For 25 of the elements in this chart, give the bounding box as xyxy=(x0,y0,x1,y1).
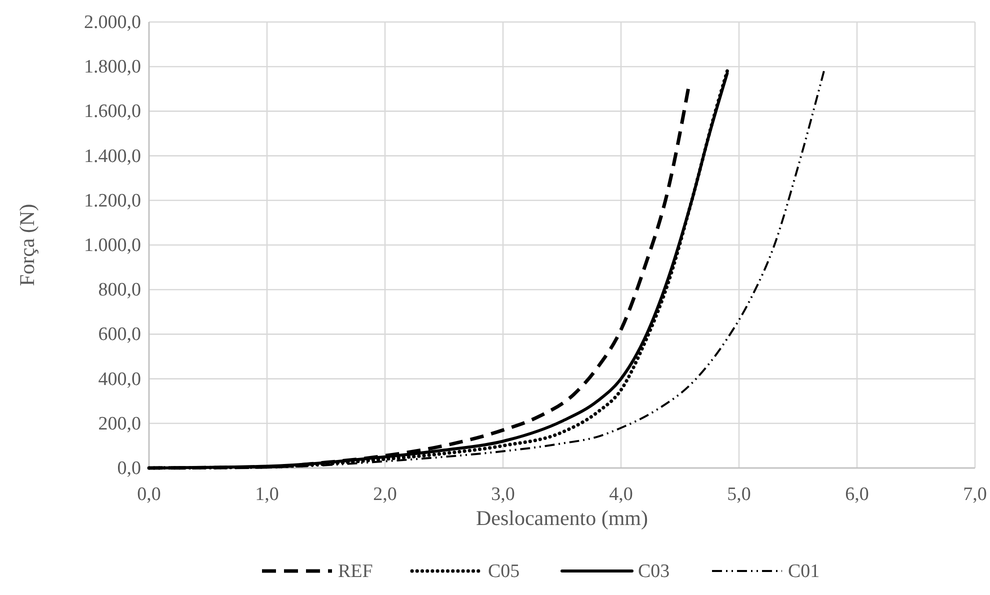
legend-label: REF xyxy=(338,561,373,582)
x-tick-label: 0,0 xyxy=(137,484,161,505)
y-tick-label: 1.600,0 xyxy=(84,101,141,122)
x-tick-label: 1,0 xyxy=(255,484,279,505)
legend-label: C01 xyxy=(788,561,820,582)
x-tick-label: 3,0 xyxy=(491,484,515,505)
legend-label: C05 xyxy=(488,561,520,582)
x-tick-label: 7,0 xyxy=(963,484,987,505)
y-tick-label: 1.200,0 xyxy=(84,190,141,212)
x-tick-label: 4,0 xyxy=(609,484,633,505)
y-tick-label: 1.400,0 xyxy=(84,146,141,167)
y-axis-title: Força (N) xyxy=(15,204,39,286)
x-tick-label: 2,0 xyxy=(373,484,397,505)
y-tick-label: 0,0 xyxy=(117,458,141,479)
y-tick-label: 2.000,0 xyxy=(84,12,141,33)
y-tick-label: 1.800,0 xyxy=(84,56,141,78)
x-axis-title: Deslocamento (mm) xyxy=(476,506,648,530)
x-tick-label: 6,0 xyxy=(845,484,869,505)
x-tick-label: 5,0 xyxy=(727,484,751,505)
y-tick-label: 800,0 xyxy=(98,280,141,301)
legend-label: C03 xyxy=(638,561,670,582)
y-tick-label: 200,0 xyxy=(98,413,141,434)
y-tick-label: 400,0 xyxy=(98,368,141,390)
y-tick-label: 600,0 xyxy=(98,324,141,346)
y-tick-label: 1.000,0 xyxy=(84,235,141,256)
